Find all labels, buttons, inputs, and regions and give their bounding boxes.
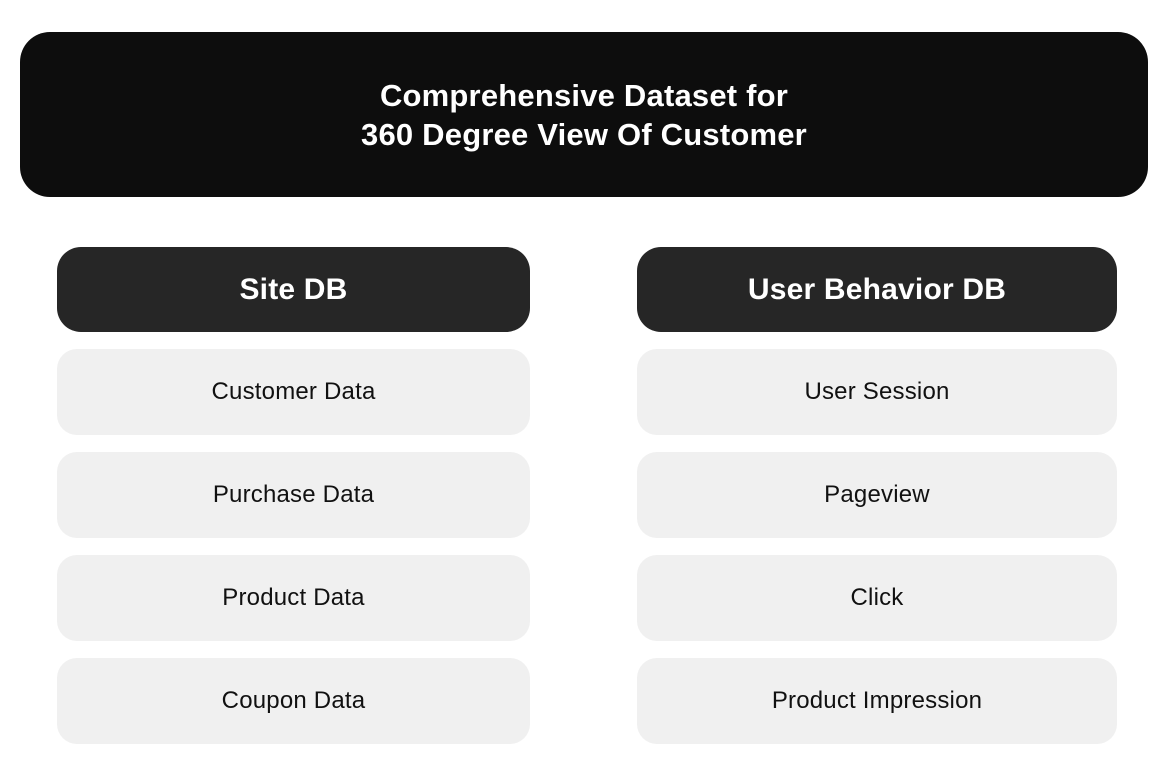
db-columns: Site DB Customer Data Purchase Data Prod…	[57, 247, 1117, 744]
banner-title-line2: 360 Degree View Of Customer	[361, 116, 807, 152]
site-db-item-coupon-data: Coupon Data	[57, 658, 530, 744]
user-behavior-db-item-click: Click	[637, 555, 1117, 641]
column-user-behavior-db: User Behavior DB User Session Pageview C…	[637, 247, 1117, 744]
column-site-db: Site DB Customer Data Purchase Data Prod…	[57, 247, 530, 744]
user-behavior-db-header: User Behavior DB	[637, 247, 1117, 332]
user-behavior-db-item-product-impression: Product Impression	[637, 658, 1117, 744]
title-banner: Comprehensive Dataset for 360 Degree Vie…	[20, 32, 1148, 197]
site-db-item-purchase-data: Purchase Data	[57, 452, 530, 538]
user-behavior-db-item-user-session: User Session	[637, 349, 1117, 435]
site-db-header: Site DB	[57, 247, 530, 332]
banner-title-line1: Comprehensive Dataset for	[379, 77, 789, 113]
site-db-item-product-data: Product Data	[57, 555, 530, 641]
user-behavior-db-item-pageview: Pageview	[637, 452, 1117, 538]
site-db-item-customer-data: Customer Data	[57, 349, 530, 435]
